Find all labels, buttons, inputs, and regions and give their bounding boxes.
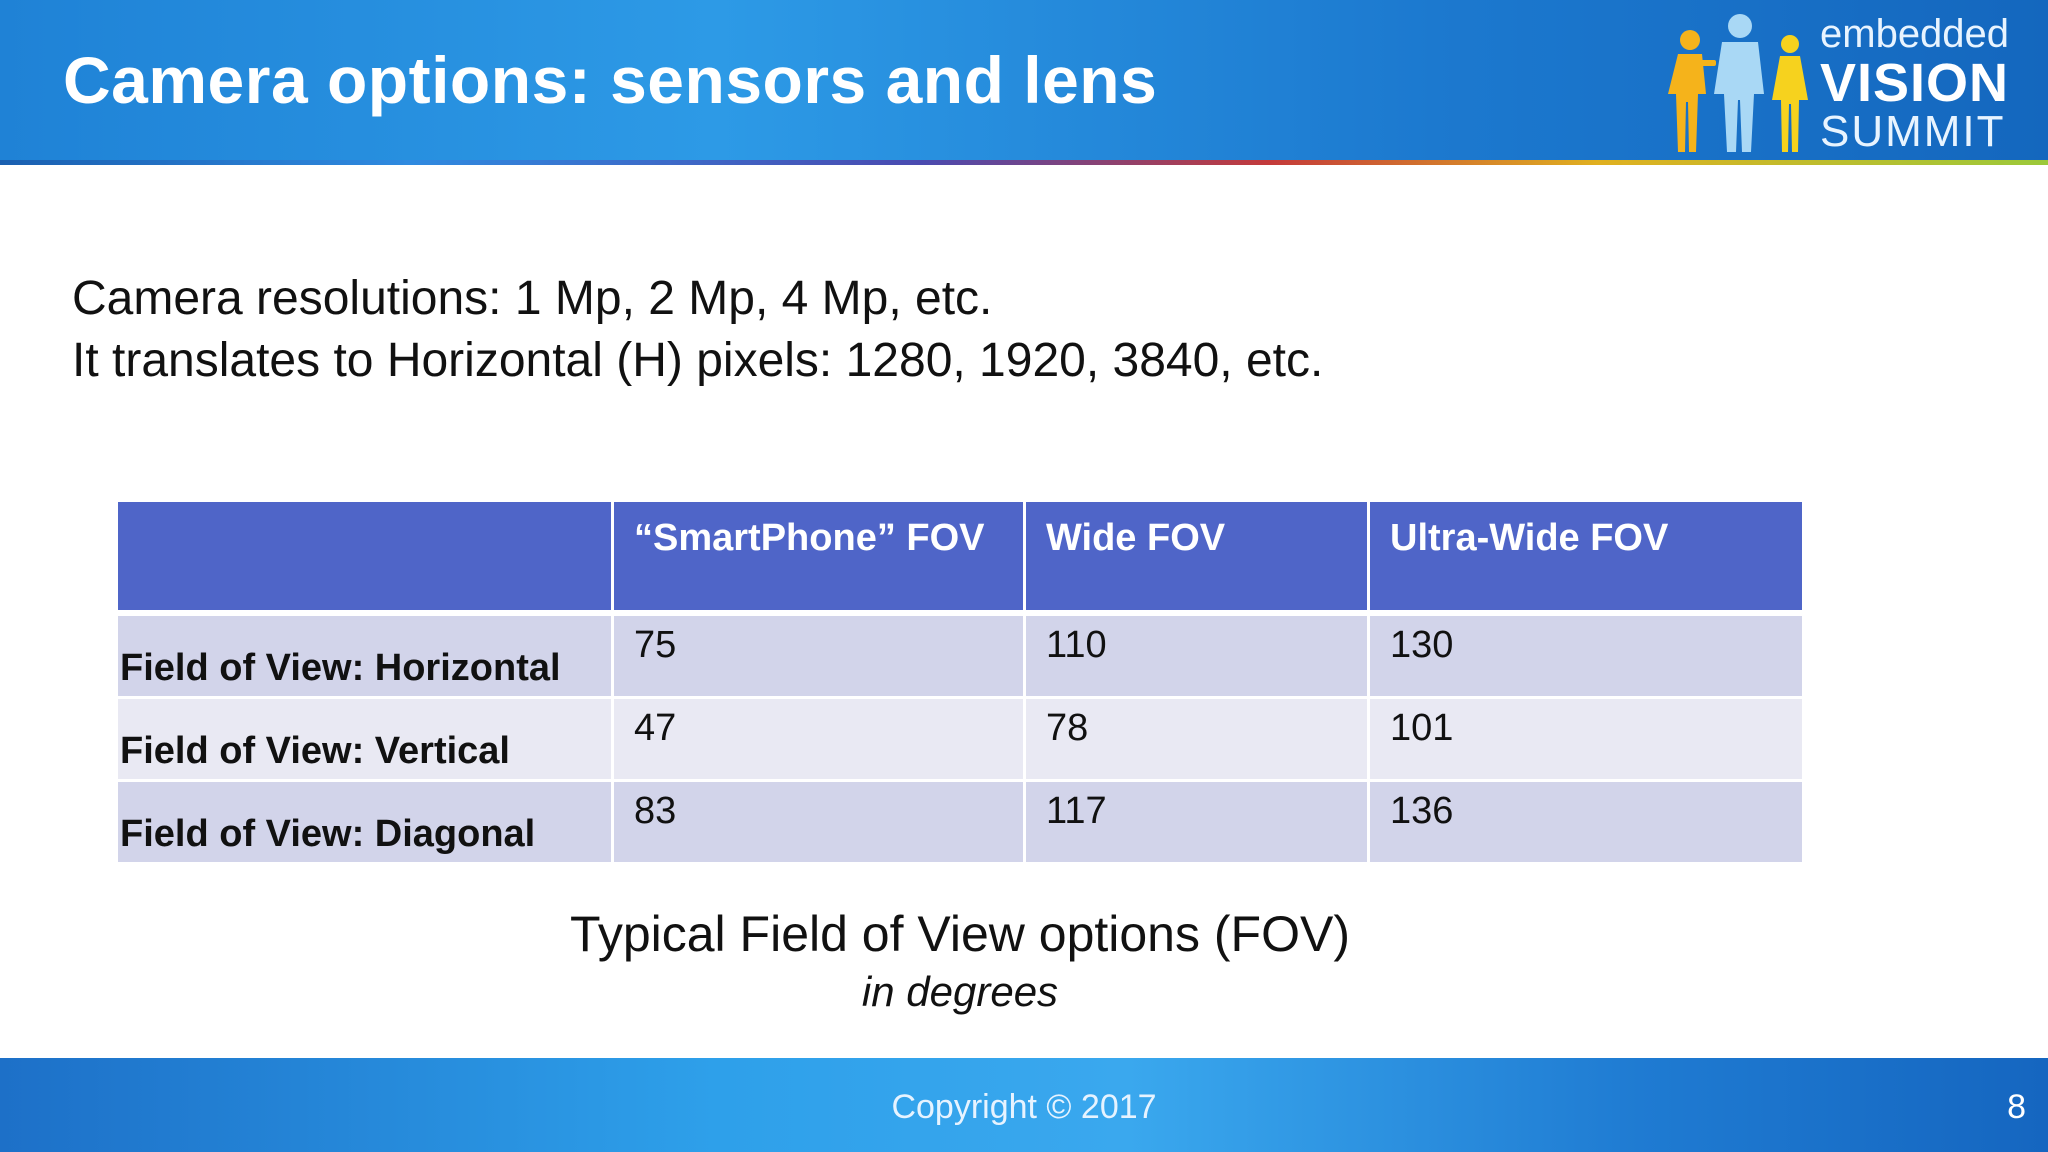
caption-units: in degrees [861, 968, 1059, 1015]
table-cell: 117 [1026, 782, 1370, 865]
table-header-smartphone-fov: “SmartPhone” FOV [614, 502, 1026, 616]
table-header-empty [118, 502, 614, 616]
table-cell: 75 [614, 616, 1026, 699]
table-row: Field of View: Vertical 47 78 101 [118, 699, 1802, 782]
header-color-stripe [0, 160, 2048, 165]
logo-line-embedded: embedded [1820, 12, 2010, 56]
table-header-ultra-wide-fov: Ultra-Wide FOV [1370, 502, 1802, 616]
table-cell: 110 [1026, 616, 1370, 699]
table-header-row: “SmartPhone” FOV Wide FOV Ultra-Wide FOV [118, 502, 1802, 616]
slide-title: Camera options: sensors and lens [63, 43, 1158, 117]
page-number: 8 [2007, 1088, 2026, 1126]
table-header-wide-fov: Wide FOV [1026, 502, 1370, 616]
row-label-vertical: Field of View: Vertical [118, 699, 614, 782]
table-row: Field of View: Horizontal 75 110 130 [118, 616, 1802, 699]
intro-line-pixels: It translates to Horizontal (H) pixels: … [72, 334, 1324, 387]
logo-wordmark: embedded VISION SUMMIT [1820, 14, 2030, 154]
footer-band: Copyright © 2017 8 [0, 1058, 2048, 1152]
table-cell: 47 [614, 699, 1026, 782]
fov-table: “SmartPhone” FOV Wide FOV Ultra-Wide FOV… [118, 502, 1802, 865]
table-cell: 83 [614, 782, 1026, 865]
intro-text: Camera resolutions: 1 Mp, 2 Mp, 4 Mp, et… [72, 268, 1323, 392]
table-cell: 101 [1370, 699, 1802, 782]
table-cell: 130 [1370, 616, 1802, 699]
row-label-horizontal: Field of View: Horizontal [118, 616, 614, 699]
table-row: Field of View: Diagonal 83 117 136 [118, 782, 1802, 865]
header-band: Camera options: sensors and lens [0, 0, 2048, 160]
logo-line-vision: VISION [1820, 53, 2010, 113]
table-cell: 78 [1026, 699, 1370, 782]
copyright-text: Copyright © 2017 [891, 1088, 1157, 1126]
embedded-vision-summit-logo: embedded VISION SUMMIT [1660, 10, 2030, 155]
people-figures-icon [1668, 14, 1808, 152]
caption-main: Typical Field of View options (FOV) [570, 906, 1350, 962]
table-caption: Typical Field of View options (FOV) in d… [0, 904, 1920, 1020]
logo-line-summit: SUMMIT [1820, 107, 2006, 156]
row-label-diagonal: Field of View: Diagonal [118, 782, 614, 865]
table-cell: 136 [1370, 782, 1802, 865]
intro-line-resolutions: Camera resolutions: 1 Mp, 2 Mp, 4 Mp, et… [72, 272, 993, 325]
